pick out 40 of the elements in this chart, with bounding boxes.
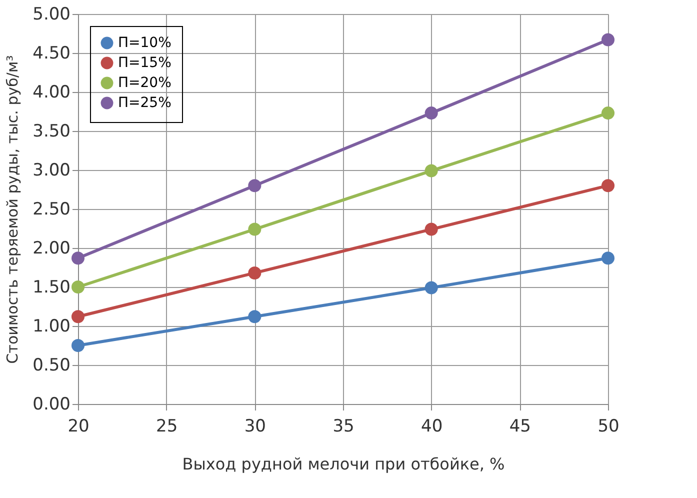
x-tick-label: 45 bbox=[509, 416, 531, 436]
point bbox=[248, 179, 262, 192]
x-tick-label: 50 bbox=[598, 416, 620, 436]
point bbox=[424, 222, 438, 236]
y-tick-label: 0.00 bbox=[32, 394, 70, 414]
point bbox=[71, 310, 85, 324]
legend-label: П=10% bbox=[118, 35, 172, 51]
y-axis-title: Стоимость теряемой руды, тыс. руб/м³ bbox=[4, 55, 22, 364]
y-tick-label: 2.00 bbox=[32, 238, 70, 258]
y-tick-label: 2.50 bbox=[32, 200, 70, 220]
point bbox=[424, 281, 438, 294]
y-tick-label: 3.50 bbox=[32, 122, 70, 142]
point bbox=[248, 222, 262, 236]
point bbox=[71, 252, 85, 265]
point bbox=[601, 179, 615, 192]
x-tick-label: 20 bbox=[68, 416, 90, 436]
x-tick-label: 30 bbox=[244, 416, 266, 436]
point bbox=[601, 33, 615, 46]
point bbox=[248, 310, 262, 324]
legend-label: П=25% bbox=[118, 95, 172, 111]
point bbox=[71, 338, 85, 352]
legend-label: П=20% bbox=[118, 75, 172, 91]
point bbox=[601, 252, 615, 265]
x-axis-title: Выход рудной мелочи при отбойке, % bbox=[182, 454, 505, 474]
y-tick-label: 5.00 bbox=[32, 4, 70, 24]
point bbox=[424, 164, 438, 178]
point bbox=[601, 106, 615, 120]
y-tick-label: 3.00 bbox=[32, 160, 70, 180]
x-tick-label: 35 bbox=[332, 416, 354, 436]
y-tick-label: 4.50 bbox=[32, 44, 70, 64]
y-tick-label: 1.50 bbox=[32, 278, 70, 298]
point bbox=[248, 266, 262, 280]
y-tick-label: 1.00 bbox=[32, 316, 70, 336]
point bbox=[71, 280, 85, 294]
y-tick-label: 4.00 bbox=[32, 82, 70, 102]
y-tick-label: 0.50 bbox=[32, 356, 70, 376]
x-tick-label: 40 bbox=[421, 416, 443, 436]
point bbox=[424, 106, 438, 120]
legend-label: П=15% bbox=[118, 55, 172, 71]
x-tick-label: 25 bbox=[156, 416, 178, 436]
